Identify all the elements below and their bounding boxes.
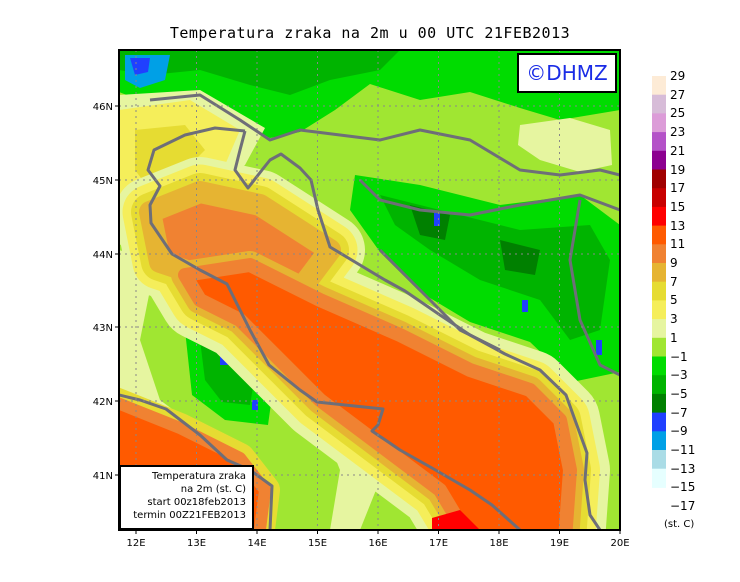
legend-label: 5	[670, 293, 678, 308]
legend-label: −9	[670, 424, 688, 439]
lat-label: 44N	[93, 250, 113, 261]
lon-label: 18E	[489, 538, 508, 549]
legend-swatch	[652, 468, 666, 488]
legend-label: −3	[670, 368, 688, 383]
legend-swatch	[652, 319, 666, 339]
lon-label: 12E	[126, 538, 145, 549]
map-frame	[118, 49, 621, 531]
info-line: Temperatura zraka	[152, 471, 246, 482]
legend-label: 1	[670, 330, 678, 345]
legend-label: 11	[670, 237, 686, 252]
legend-swatch	[652, 412, 666, 432]
legend-label: 15	[670, 199, 686, 214]
legend-label: 25	[670, 106, 686, 121]
lat-label: 41N	[93, 471, 113, 482]
legend-label: −17	[670, 499, 696, 514]
legend-label: −7	[670, 405, 688, 420]
legend-label: 7	[670, 274, 678, 289]
coastline	[119, 93, 620, 530]
legend-label: 3	[670, 312, 678, 327]
lon-label: 17E	[429, 538, 448, 549]
legend-label: −15	[670, 480, 696, 495]
legend-swatch	[652, 150, 666, 170]
legend-label: 27	[670, 87, 686, 102]
legend-label: 21	[670, 143, 686, 158]
legend-unit: (st. C)	[664, 519, 695, 530]
legend-colorbar	[652, 76, 666, 488]
info-line: na 2m (st. C)	[180, 484, 246, 495]
legend-label: 23	[670, 125, 686, 140]
legend-label: 29	[670, 69, 686, 83]
adriatic-sea-field	[119, 157, 610, 530]
map-title: Temperatura zraka na 2m u 00 UTC 21FEB20…	[169, 24, 571, 42]
legend-label: −5	[670, 386, 688, 401]
legend-label: −13	[670, 461, 696, 476]
legend-swatch	[652, 356, 666, 376]
legend-swatch	[652, 206, 666, 227]
legend-swatch	[652, 450, 666, 470]
graticule	[119, 50, 620, 530]
legend-swatch	[652, 393, 666, 414]
legend-swatch	[652, 169, 666, 189]
lat-axis-labels: 46N 45N 44N 43N 42N 41N	[93, 102, 113, 482]
legend-label: 19	[670, 162, 686, 177]
legend-swatch	[652, 337, 666, 357]
lat-label: 46N	[93, 102, 113, 113]
legend-swatch	[652, 244, 666, 264]
legend-label: 13	[670, 218, 686, 233]
lat-label: 45N	[93, 176, 113, 187]
legend-swatch	[652, 94, 666, 114]
lon-label: 20E	[610, 538, 629, 549]
info-line: start 00z18feb2013	[147, 497, 246, 508]
legend-swatch	[652, 300, 666, 320]
lon-label: 15E	[308, 538, 327, 549]
lon-axis-labels: 12E 13E 14E 15E 16E 17E 18E 19E 20E	[126, 538, 629, 549]
legend-swatch	[652, 76, 666, 96]
legend-swatch	[652, 132, 666, 152]
legend-label: −1	[670, 349, 688, 364]
legend-swatch	[652, 375, 666, 395]
lon-label: 16E	[368, 538, 387, 549]
legend-swatch	[652, 263, 666, 283]
legend-label: 9	[670, 256, 678, 270]
lon-label: 13E	[187, 538, 206, 549]
dhmz-logo: ©DHMZ	[517, 53, 617, 93]
legend-swatch	[652, 225, 666, 245]
lat-label: 42N	[93, 397, 113, 408]
info-box: Temperatura zraka na 2m (st. C) start 00…	[119, 465, 254, 530]
lon-label: 14E	[247, 538, 266, 549]
lon-label: 19E	[550, 538, 569, 549]
legend-swatch	[652, 113, 666, 133]
legend-swatch	[652, 431, 666, 451]
info-line: termin 00Z21FEB2013	[133, 510, 246, 521]
legend-swatch	[652, 188, 666, 208]
legend-label: 17	[670, 181, 686, 196]
legend-label: −11	[670, 443, 696, 457]
temperature-field	[119, 50, 620, 530]
legend-swatch	[652, 281, 666, 301]
lat-label: 43N	[93, 323, 113, 334]
